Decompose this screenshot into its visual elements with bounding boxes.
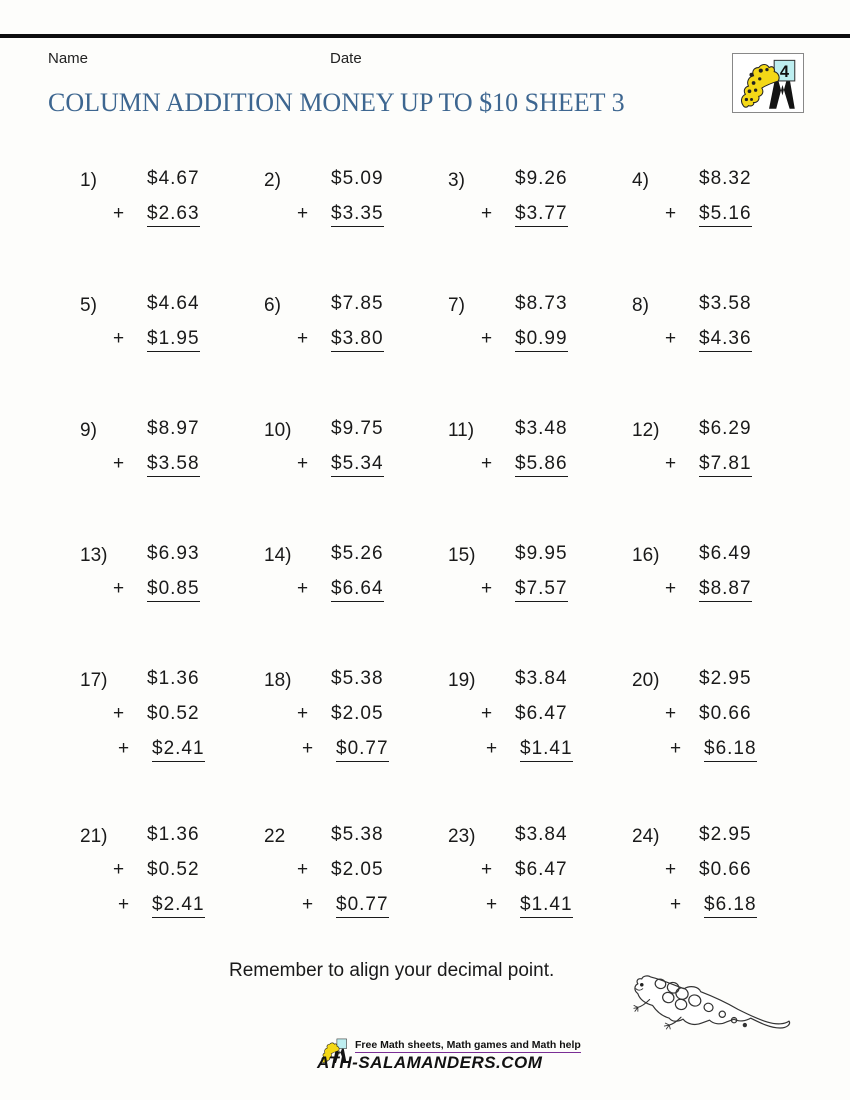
svg-text:4: 4 xyxy=(780,63,790,81)
